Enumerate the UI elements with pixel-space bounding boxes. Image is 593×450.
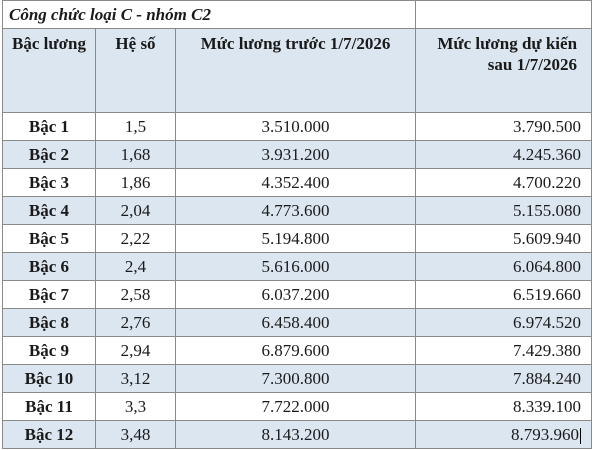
coefficient-cell[interactable]: 2,04 [95,196,176,225]
level-cell[interactable]: Bậc 8 [2,308,96,337]
table-row: Bậc 6 2,4 5.616.000 6.064.800 [2,252,593,281]
table-body: Bậc 1 1,5 3.510.000 3.790.500 Bậc 2 1,68 3.931… [2,112,593,449]
level-cell[interactable]: Bậc 1 [2,112,96,141]
salary-before-cell[interactable]: 7.722.000 [174,392,417,421]
coefficient-cell[interactable]: 1,86 [95,168,176,197]
salary-before-cell[interactable]: 6.458.400 [174,308,417,337]
table-row: Bậc 3 1,86 4.352.400 4.700.220 [2,168,593,197]
salary-after-cell[interactable]: 6.064.800 [415,252,593,281]
salary-before-cell[interactable]: 4.352.400 [174,168,417,197]
level-cell[interactable]: Bậc 12 [2,420,96,449]
coefficient-cell[interactable]: 2,58 [95,280,176,309]
table-row: Bậc 4 2,04 4.773.600 5.155.080 [2,196,593,225]
coefficient-cell[interactable]: 2,94 [95,336,176,365]
table-row: Bậc 12 3,48 8.143.200 8.793.960 [2,420,593,449]
table-title[interactable]: Công chức loại C - nhóm C2 [1,0,417,29]
table-row: Bậc 1 1,5 3.510.000 3.790.500 [2,112,593,141]
salary-after-cell[interactable]: 6.974.520 [415,308,593,337]
salary-after-cell[interactable]: 5.609.940 [415,224,593,253]
level-cell[interactable]: Bậc 5 [2,224,96,253]
table-row: Bậc 10 3,12 7.300.800 7.884.240 [2,364,593,393]
salary-after-cell[interactable]: 8.339.100 [415,392,593,421]
salary-before-cell[interactable]: 5.194.800 [174,224,417,253]
header-row: Bậc lương Hệ số Mức lương trước 1/7/2026… [2,28,593,113]
salary-after-cell[interactable]: 5.155.080 [415,196,593,225]
level-cell[interactable]: Bậc 10 [2,364,96,393]
coefficient-cell[interactable]: 1,68 [95,140,176,169]
salary-before-cell[interactable]: 4.773.600 [174,196,417,225]
salary-before-cell[interactable]: 3.931.200 [174,140,417,169]
table-row: Bậc 2 1,68 3.931.200 4.245.360 [2,140,593,169]
level-cell[interactable]: Bậc 11 [2,392,96,421]
salary-after-cell[interactable]: 4.245.360 [415,140,593,169]
title-row: Công chức loại C - nhóm C2 [1,0,593,29]
header-coefficient[interactable]: Hệ số [95,28,176,113]
coefficient-cell[interactable]: 2,76 [95,308,176,337]
table-row: Bậc 9 2,94 6.879.600 7.429.380 [2,336,593,365]
coefficient-cell[interactable]: 2,4 [95,252,176,281]
salary-after-cell[interactable]: 8.793.960 [415,420,593,449]
title-empty-cell[interactable] [415,0,593,29]
salary-after-cell[interactable]: 7.884.240 [415,364,593,393]
salary-before-cell[interactable]: 5.616.000 [174,252,417,281]
header-salary-after[interactable]: Mức lương dự kiến sau 1/7/2026 [415,28,593,113]
header-salary-before[interactable]: Mức lương trước 1/7/2026 [174,28,417,113]
level-cell[interactable]: Bậc 3 [2,168,96,197]
salary-after-cell[interactable]: 6.519.660 [415,280,593,309]
coefficient-cell[interactable]: 1,5 [95,112,176,141]
salary-before-cell[interactable]: 7.300.800 [174,364,417,393]
salary-before-cell[interactable]: 8.143.200 [174,420,417,449]
level-cell[interactable]: Bậc 4 [2,196,96,225]
table-row: Bậc 7 2,58 6.037.200 6.519.660 [2,280,593,309]
level-cell[interactable]: Bậc 6 [2,252,96,281]
salary-after-cell[interactable]: 7.429.380 [415,336,593,365]
table-row: Bậc 11 3,3 7.722.000 8.339.100 [2,392,593,421]
level-cell[interactable]: Bậc 9 [2,336,96,365]
table-row: Bậc 5 2,22 5.194.800 5.609.940 [2,224,593,253]
salary-before-cell[interactable]: 6.879.600 [174,336,417,365]
coefficient-cell[interactable]: 3,48 [95,420,176,449]
level-cell[interactable]: Bậc 2 [2,140,96,169]
table-row: Bậc 8 2,76 6.458.400 6.974.520 [2,308,593,337]
coefficient-cell[interactable]: 3,12 [95,364,176,393]
coefficient-cell[interactable]: 2,22 [95,224,176,253]
header-level[interactable]: Bậc lương [2,28,96,113]
salary-before-cell[interactable]: 6.037.200 [174,280,417,309]
salary-after-cell[interactable]: 3.790.500 [415,112,593,141]
text-cursor [580,427,582,444]
salary-before-cell[interactable]: 3.510.000 [174,112,417,141]
level-cell[interactable]: Bậc 7 [2,280,96,309]
salary-after-cell[interactable]: 4.700.220 [415,168,593,197]
coefficient-cell[interactable]: 3,3 [95,392,176,421]
